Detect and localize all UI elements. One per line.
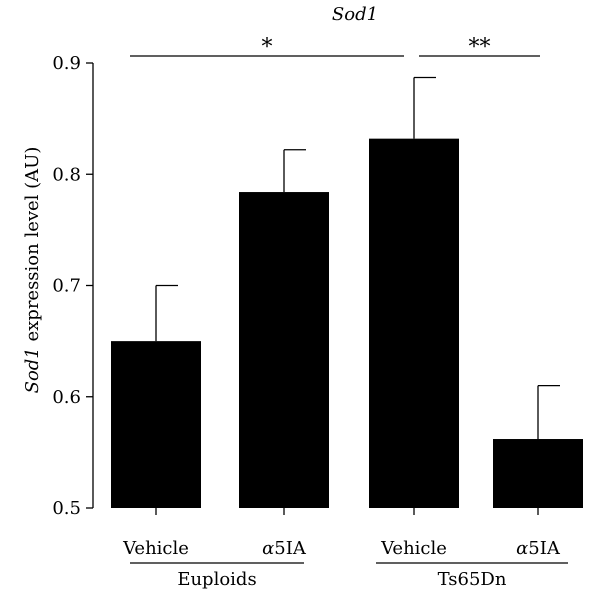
significance-label: ** — [469, 35, 491, 60]
x-category-label: α5IA — [516, 538, 561, 559]
y-tick-label: 0.7 — [52, 276, 81, 297]
x-category-label: Vehicle — [122, 538, 189, 559]
y-axis-title: Sod1 expression level (AU) — [22, 147, 43, 394]
y-axis-title-italic: Sod1 — [22, 347, 43, 393]
bars — [111, 76, 583, 509]
bar — [239, 192, 329, 509]
y-tick-label: 0.9 — [52, 53, 81, 74]
chart-title: Sod1 — [332, 4, 378, 25]
group-label: Ts65Dn — [438, 569, 507, 590]
y-tick-label: 0.5 — [52, 498, 81, 519]
bar — [493, 439, 583, 508]
x-axis: Vehicle α5IA Vehicle α5IA Euploids Ts65Dn — [122, 508, 568, 590]
y-tick-label: 0.8 — [52, 164, 81, 185]
y-axis-title-rest: expression level (AU) — [22, 147, 43, 348]
group-label: Euploids — [177, 569, 256, 590]
y-tick-label: 0.6 — [52, 387, 81, 408]
x-category-label: Vehicle — [380, 538, 447, 559]
x-category-label: α5IA — [262, 538, 307, 559]
y-axis: 0.5 0.6 0.7 0.8 0.9 — [52, 53, 94, 519]
significance-label: * — [262, 35, 273, 60]
bar — [111, 341, 201, 508]
significance-markers: * ** — [130, 35, 540, 60]
bar — [369, 138, 459, 508]
